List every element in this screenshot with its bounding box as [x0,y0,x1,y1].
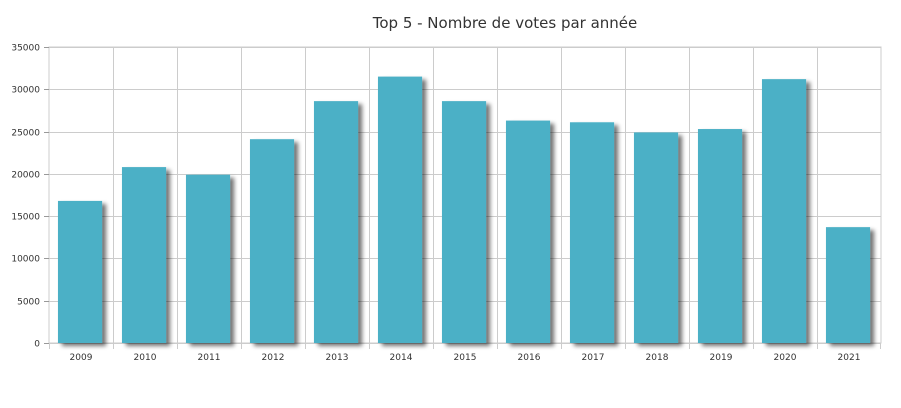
bar-2015[interactable] [441,101,487,343]
y-tick-label: 20000 [11,171,40,181]
bar-2018[interactable] [633,132,679,343]
bar-2011[interactable] [185,174,231,343]
bar-layer [57,76,871,343]
bar-2013[interactable] [313,101,359,343]
x-tick-label: 2020 [774,353,797,363]
bar-2014[interactable] [377,76,423,343]
y-tick-label: 25000 [11,129,40,139]
y-tick-label: 0 [34,340,40,350]
x-tick-label: 2011 [198,353,221,363]
bar-2012[interactable] [249,139,295,343]
x-tick-label: 2015 [454,353,477,363]
y-tick-label: 35000 [11,44,40,54]
x-tick-label: 2014 [390,353,413,363]
x-tick-label: 2010 [134,353,157,363]
x-tick-label: 2019 [710,353,733,363]
bar-2021[interactable] [825,227,871,343]
bar-2019[interactable] [697,129,743,343]
bar-2016[interactable] [505,120,551,343]
x-tick-label: 2013 [326,353,349,363]
bar-2020[interactable] [761,79,807,343]
x-tick-label: 2016 [518,353,541,363]
x-tick-label: 2018 [646,353,669,363]
y-tick-label: 5000 [17,298,40,308]
bar-2017[interactable] [569,122,615,343]
bar-2009[interactable] [57,200,103,343]
x-tick-label: 2009 [70,353,93,363]
y-tick-label: 10000 [11,255,40,265]
y-tick-label: 30000 [11,86,40,96]
x-tick-label: 2021 [838,353,861,363]
chart-title: Top 5 - Nombre de votes par année [372,14,638,32]
x-tick-label: 2012 [262,353,285,363]
bar-2010[interactable] [121,167,167,343]
axis-layer: 0 5000 10000 15000 20000 25000 30000 35000 2009 2… [11,44,860,364]
x-tick-label: 2017 [582,353,605,363]
y-tick-label: 15000 [11,213,40,223]
